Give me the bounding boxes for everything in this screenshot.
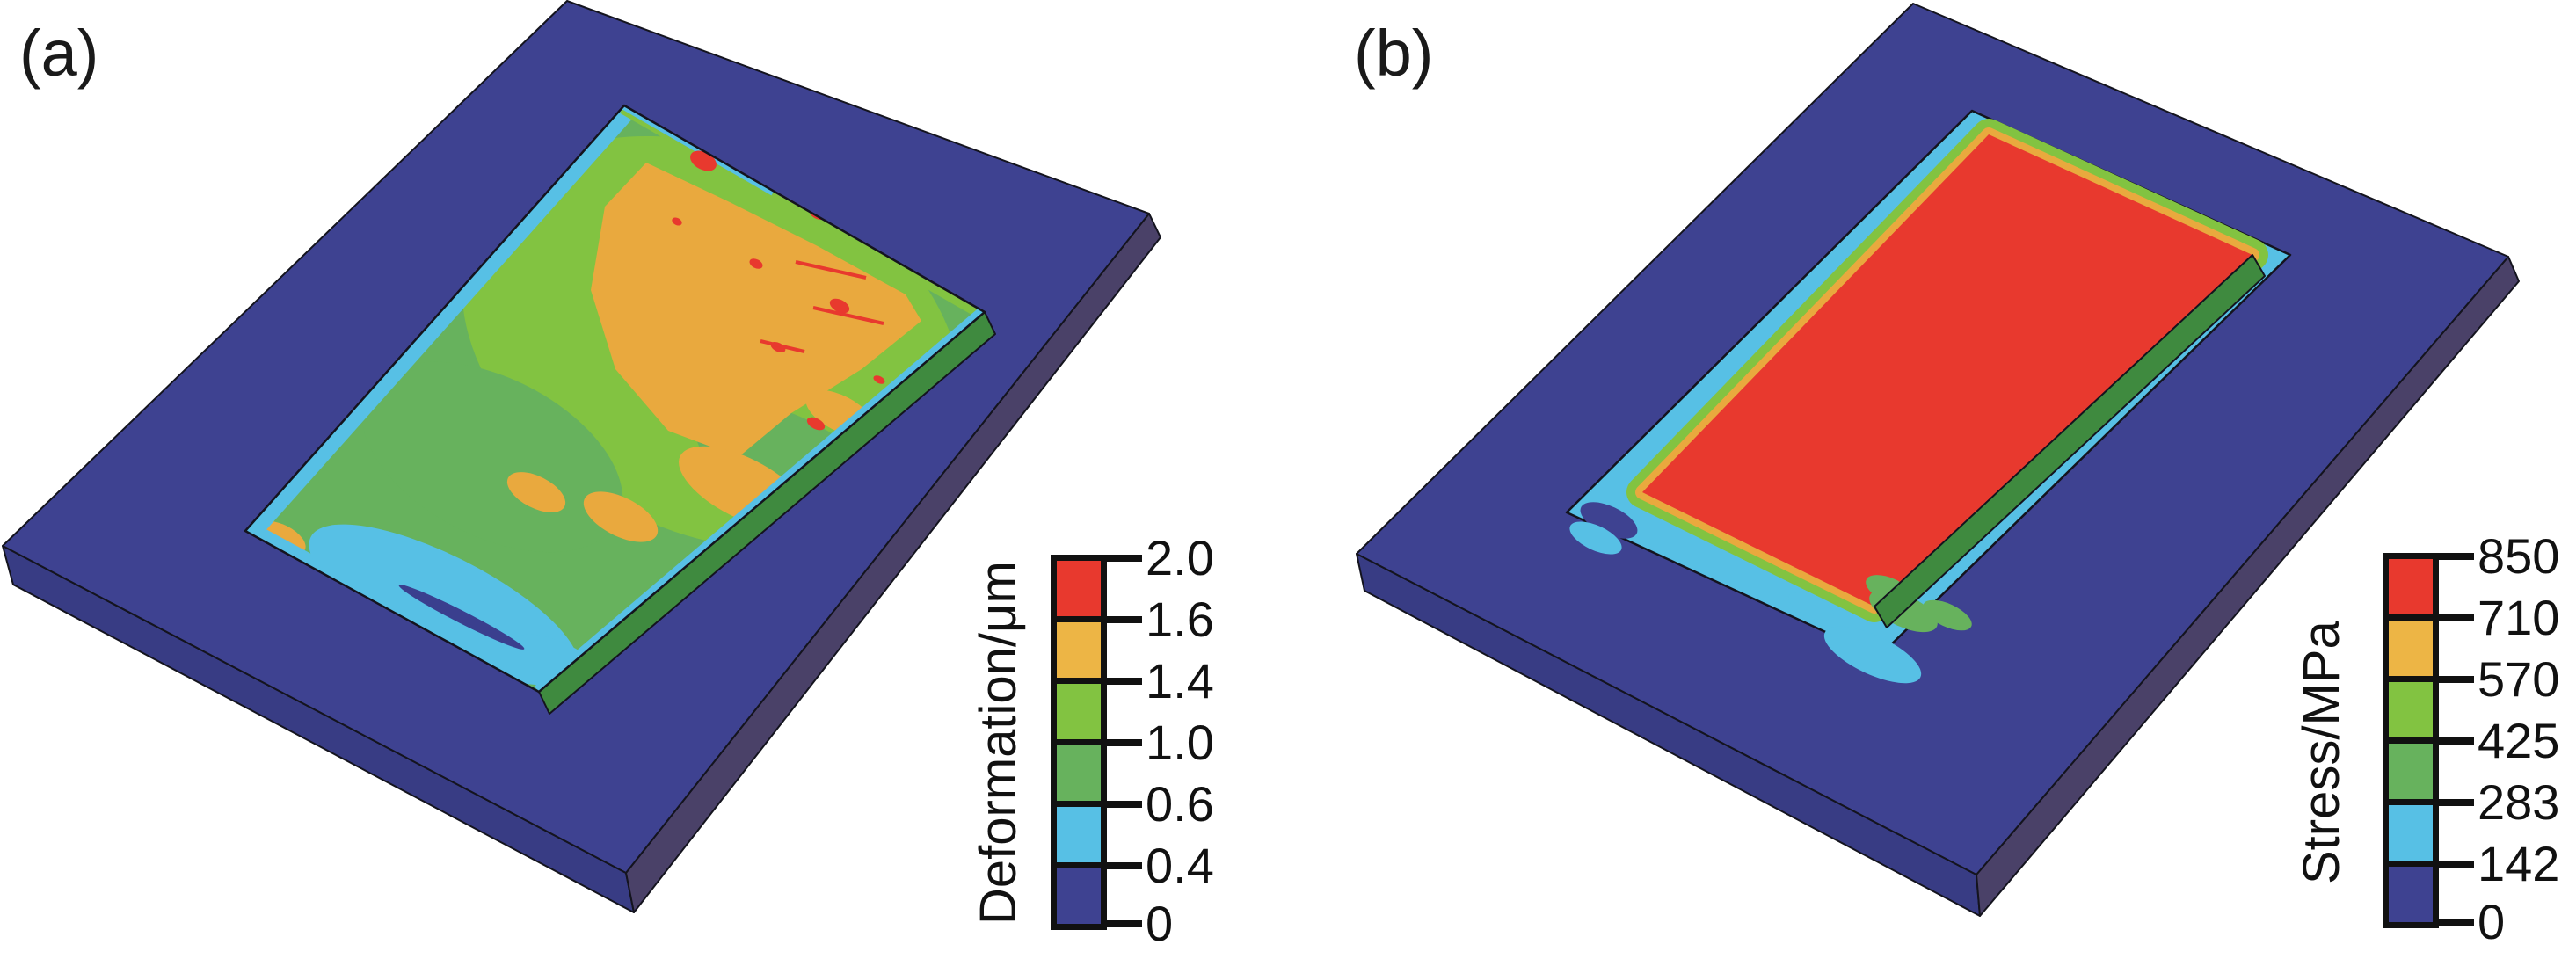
colorbar-cell <box>2389 621 2433 676</box>
colorbar-tick-label: 142 <box>2478 836 2560 891</box>
contour-red-streak <box>760 339 805 353</box>
colorbar-b-title: Stress/MPa <box>2293 621 2350 884</box>
colorbar-b-cells <box>2383 553 2439 928</box>
contour-red-spot <box>806 417 826 431</box>
colorbar-a-cells <box>1051 555 1107 930</box>
contour-darkblue-sliver <box>398 585 525 650</box>
colorbar-a-title: Deformation/μm <box>970 561 1027 925</box>
panel-b-label: (b) <box>1354 17 1434 90</box>
colorbar-tick <box>1107 555 1142 562</box>
colorbar-tick <box>2439 553 2474 560</box>
colorbar-tick <box>1107 801 1142 808</box>
colorbar-tick-label: 0.6 <box>1146 776 1214 832</box>
contour-red-spot <box>749 258 763 269</box>
contour-green-patch <box>1923 599 1972 631</box>
colorbar-cell <box>2389 559 2433 614</box>
colorbar-cell <box>2389 805 2433 861</box>
colorbar-cell <box>1057 745 1101 801</box>
colorbar-tick <box>1107 678 1142 685</box>
chip-b-side-face <box>1874 254 2266 628</box>
halo-blue-notch <box>1580 502 1638 539</box>
chip-a-outline <box>244 104 986 694</box>
contour-orange-patch <box>506 472 566 512</box>
contour-red-spot <box>672 217 682 226</box>
colorbar-tick-label: 1.4 <box>1146 653 1214 708</box>
halo-cyan-blob <box>1569 521 1622 555</box>
colorbar-cell <box>1057 561 1101 616</box>
colorbar-cell <box>1057 684 1101 739</box>
colorbar-tick-label: 0 <box>2478 894 2506 949</box>
colorbar-cell <box>2389 682 2433 737</box>
panel-a-label: (a) <box>19 17 99 90</box>
colorbar-tick <box>1107 920 1142 927</box>
colorbar-tick-label: 0.4 <box>1146 838 1214 893</box>
colorbar-cell <box>1057 868 1101 924</box>
colorbar-cell <box>2389 744 2433 799</box>
colorbar-tick <box>2439 861 2474 868</box>
colorbar-tick-label: 710 <box>2478 590 2560 645</box>
colorbar-tick <box>1107 862 1142 869</box>
colorbar-tick-label: 570 <box>2478 651 2560 707</box>
contour-orange-main <box>591 163 921 457</box>
colorbar-tick-label: 850 <box>2478 528 2560 584</box>
contour-orange-patch <box>583 491 659 542</box>
contour-red-spot <box>829 298 850 314</box>
colorbar-tick <box>2439 737 2474 745</box>
colorbar-cell <box>1057 807 1101 862</box>
contour-red-spot <box>873 375 885 384</box>
panel-b-scene <box>1356 3 2520 917</box>
panel-a-scene <box>2 0 1161 913</box>
colorbar-tick <box>2439 799 2474 806</box>
colorbar-tick-label: 1.0 <box>1146 715 1214 770</box>
chip-b-top-face-red <box>1642 134 2252 607</box>
colorbar-tick-label: 2.0 <box>1146 530 1214 585</box>
colorbar-tick <box>2439 676 2474 683</box>
colorbar-tick-label: 283 <box>2478 774 2560 830</box>
colorbar-cell <box>2389 867 2433 922</box>
halo-cyan-blob <box>1823 626 1922 684</box>
contour-red-streak <box>812 306 884 325</box>
colorbar-tick <box>2439 614 2474 621</box>
colorbar-cell <box>1057 622 1101 678</box>
contour-red-streak <box>795 260 867 280</box>
halo-cyan-blob <box>1788 592 1834 621</box>
colorbar-tick <box>1107 739 1142 746</box>
colorbar-tick-label: 0 <box>1146 896 1174 951</box>
colorbar-tick <box>1107 616 1142 623</box>
colorbar-tick <box>2439 919 2474 926</box>
colorbar-tick-label: 1.6 <box>1146 592 1214 647</box>
colorbar-tick-label: 425 <box>2478 713 2560 768</box>
